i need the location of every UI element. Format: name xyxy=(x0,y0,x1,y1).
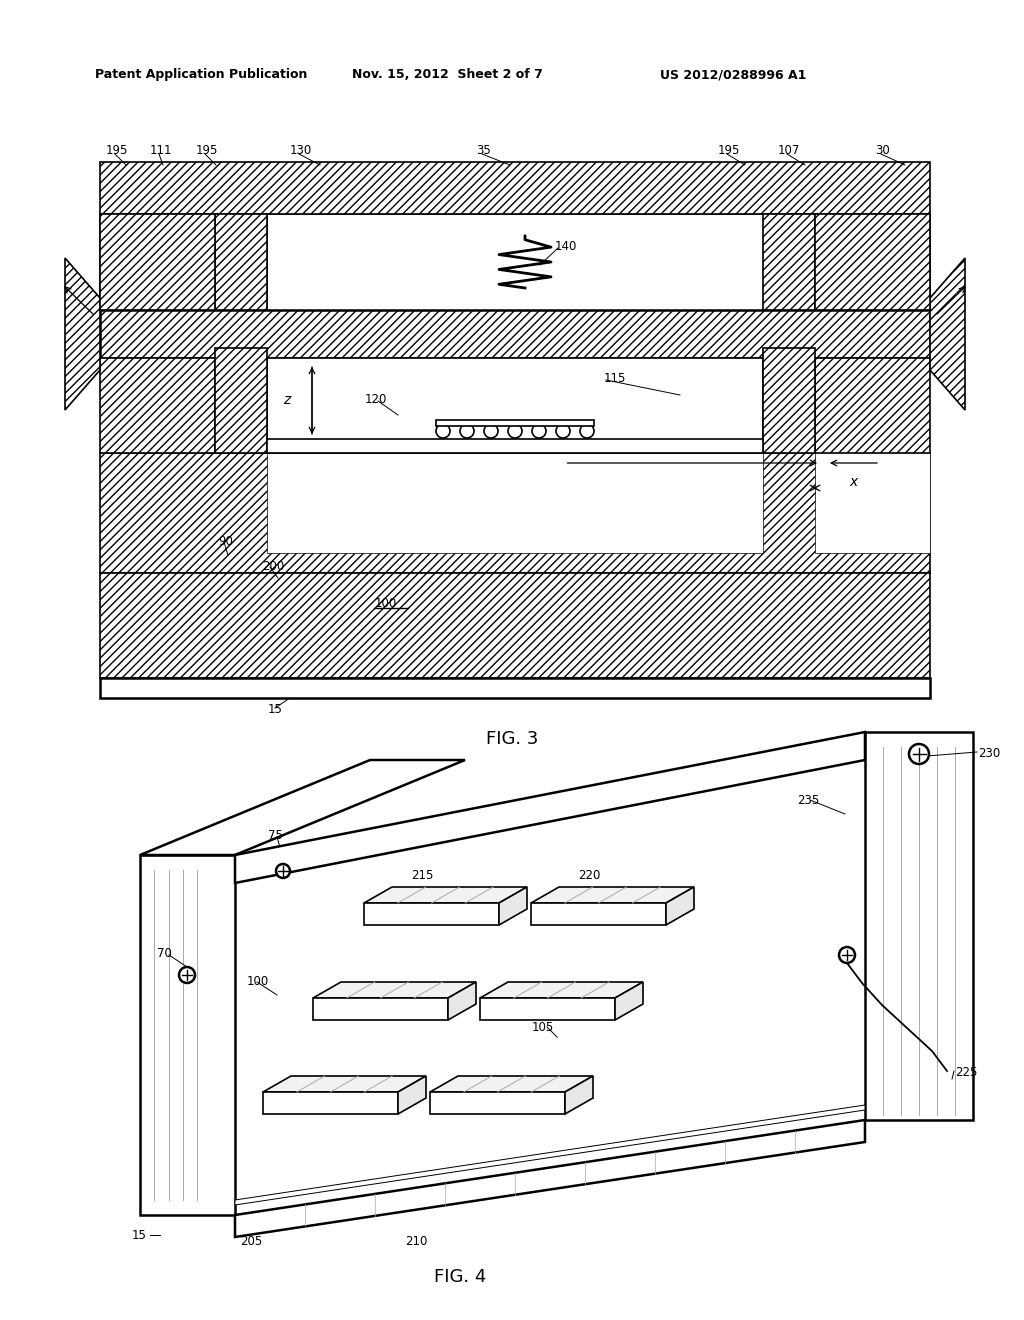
Text: 107: 107 xyxy=(778,144,801,157)
Polygon shape xyxy=(531,903,666,925)
Polygon shape xyxy=(398,1076,426,1114)
Bar xyxy=(100,162,930,214)
Text: 130: 130 xyxy=(290,144,312,157)
Polygon shape xyxy=(430,1092,565,1114)
Text: x: x xyxy=(849,475,857,488)
Circle shape xyxy=(484,424,498,438)
Polygon shape xyxy=(140,855,234,1214)
Text: 225: 225 xyxy=(955,1067,977,1078)
Bar xyxy=(100,214,930,310)
Text: 140: 140 xyxy=(555,240,578,253)
Bar xyxy=(267,358,763,453)
Circle shape xyxy=(508,424,522,438)
Polygon shape xyxy=(234,1105,865,1205)
Text: 235: 235 xyxy=(797,795,819,807)
Polygon shape xyxy=(480,982,643,998)
Bar xyxy=(763,214,815,310)
Bar xyxy=(215,348,267,453)
Bar xyxy=(815,358,930,453)
Polygon shape xyxy=(430,1076,593,1092)
Bar xyxy=(100,678,930,698)
Polygon shape xyxy=(531,887,694,903)
Text: FIG. 4: FIG. 4 xyxy=(434,1269,486,1286)
Polygon shape xyxy=(480,998,615,1020)
Polygon shape xyxy=(449,982,476,1020)
Text: 195: 195 xyxy=(106,144,128,157)
Circle shape xyxy=(276,865,290,878)
Text: 215: 215 xyxy=(411,869,433,882)
Text: 195: 195 xyxy=(718,144,740,157)
Polygon shape xyxy=(65,257,100,411)
Bar xyxy=(100,573,930,678)
Circle shape xyxy=(839,946,855,964)
Text: 195: 195 xyxy=(196,144,218,157)
Text: 100: 100 xyxy=(375,597,397,610)
Bar xyxy=(436,420,594,426)
Bar xyxy=(815,214,930,310)
Circle shape xyxy=(909,744,929,764)
Polygon shape xyxy=(364,887,527,903)
Polygon shape xyxy=(565,1076,593,1114)
Polygon shape xyxy=(313,998,449,1020)
Text: 15: 15 xyxy=(132,1229,146,1242)
Text: 30: 30 xyxy=(874,144,890,157)
Polygon shape xyxy=(313,982,476,998)
Polygon shape xyxy=(364,903,499,925)
Circle shape xyxy=(179,968,195,983)
Text: 35: 35 xyxy=(476,144,490,157)
Text: 200: 200 xyxy=(262,560,285,573)
Text: 111: 111 xyxy=(150,144,172,157)
Bar xyxy=(100,453,930,573)
Text: 205: 205 xyxy=(240,1236,262,1247)
Text: Patent Application Publication: Patent Application Publication xyxy=(95,69,307,81)
Polygon shape xyxy=(263,1076,426,1092)
Polygon shape xyxy=(234,733,865,883)
Bar xyxy=(100,310,930,358)
Circle shape xyxy=(580,424,594,438)
Polygon shape xyxy=(865,733,973,1119)
Text: 75: 75 xyxy=(268,829,283,842)
Circle shape xyxy=(436,424,450,438)
Bar xyxy=(215,214,267,310)
Bar xyxy=(100,214,215,310)
Circle shape xyxy=(556,424,570,438)
Text: 230: 230 xyxy=(978,747,1000,760)
Polygon shape xyxy=(140,760,465,855)
Text: z: z xyxy=(283,393,290,408)
Bar xyxy=(267,214,763,310)
Text: 210: 210 xyxy=(406,1236,427,1247)
Polygon shape xyxy=(930,257,965,411)
Bar xyxy=(267,453,763,553)
Polygon shape xyxy=(615,982,643,1020)
Text: 70: 70 xyxy=(157,946,172,960)
Bar xyxy=(763,348,815,453)
Circle shape xyxy=(460,424,474,438)
Polygon shape xyxy=(666,887,694,925)
Text: 120: 120 xyxy=(365,393,387,407)
Text: FIG. 3: FIG. 3 xyxy=(485,730,539,748)
Bar xyxy=(815,453,930,553)
Text: 90: 90 xyxy=(218,535,232,548)
Circle shape xyxy=(532,424,546,438)
Polygon shape xyxy=(263,1092,398,1114)
Text: 100: 100 xyxy=(247,975,269,987)
Polygon shape xyxy=(499,887,527,925)
Text: 115: 115 xyxy=(604,372,627,385)
Bar xyxy=(267,440,763,453)
Text: 15: 15 xyxy=(268,704,283,715)
Text: US 2012/0288996 A1: US 2012/0288996 A1 xyxy=(660,69,806,81)
Bar xyxy=(100,358,215,453)
Text: Nov. 15, 2012  Sheet 2 of 7: Nov. 15, 2012 Sheet 2 of 7 xyxy=(352,69,543,81)
Polygon shape xyxy=(234,1119,865,1237)
Text: 220: 220 xyxy=(578,869,600,882)
Text: 105: 105 xyxy=(532,1020,554,1034)
